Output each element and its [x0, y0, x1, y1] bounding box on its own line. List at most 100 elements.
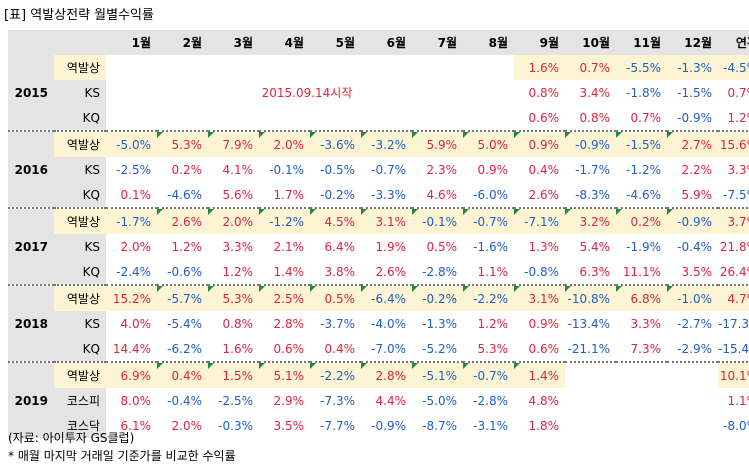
- year-cell: 2018: [8, 284, 54, 362]
- table-row: KQ 0.1% -4.6% 5.6% 1.7% -0.2% -3.3% 4.6% -6.0% 2.…: [8, 182, 749, 208]
- value-cell: 3.1%: [514, 284, 565, 311]
- column-header: 8월: [463, 30, 514, 55]
- value-cell: -1.7%: [575, 162, 610, 177]
- column-header: 연간: [718, 30, 749, 55]
- value-cell: -0.6%: [167, 264, 202, 279]
- value-cell: 0.5%: [426, 239, 458, 254]
- value-cell: 5.3%: [477, 341, 509, 356]
- value-cell: 14.4%: [112, 341, 151, 356]
- value-cell: 5.3%: [157, 130, 208, 157]
- value-cell: 2.5%: [259, 284, 310, 311]
- row-label: KQ: [54, 259, 106, 285]
- row-label: 역발상: [54, 55, 106, 80]
- value-cell: 0.4%: [324, 341, 356, 356]
- value-cell: -2.5%: [116, 162, 151, 177]
- value-cell: -8.7%: [422, 418, 457, 433]
- value-cell: 3.1%: [361, 207, 412, 234]
- value-cell: [259, 55, 310, 80]
- value-cell: 5.9%: [412, 130, 463, 157]
- table-row: KS 2.0% 1.2% 3.3% 2.1% 6.4% 1.9% 0.5% -1.6% 1.3% 5…: [8, 234, 749, 259]
- value-cell: -5.4%: [167, 316, 202, 331]
- value-cell: -3.7%: [320, 316, 355, 331]
- value-cell: [106, 55, 157, 80]
- value-cell: -0.1%: [269, 162, 304, 177]
- value-cell: -17.3%: [718, 316, 749, 331]
- value-cell: -1.5%: [677, 85, 712, 100]
- value-cell: 0.9%: [477, 162, 509, 177]
- value-cell: 5.9%: [681, 187, 713, 202]
- value-cell: -1.3%: [422, 316, 457, 331]
- value-cell: 1.6%: [222, 341, 254, 356]
- value-cell: 1.2%: [222, 264, 254, 279]
- value-cell: 21.8%: [719, 239, 749, 254]
- value-cell: 1.1%: [727, 393, 749, 408]
- value-cell: -0.9%: [667, 207, 718, 234]
- value-cell: 3.3%: [727, 162, 749, 177]
- value-cell: 0.1%: [120, 187, 152, 202]
- value-cell: -3.1%: [473, 418, 508, 433]
- value-cell: 0.9%: [528, 316, 560, 331]
- value-cell: 2.9%: [273, 393, 305, 408]
- corner-cell: [54, 30, 106, 55]
- column-header: 2월: [157, 30, 208, 55]
- value-cell: -1.6%: [473, 239, 508, 254]
- value-cell: [310, 105, 361, 131]
- value-cell: 0.8%: [528, 85, 560, 100]
- year-cell: 2019: [8, 361, 54, 438]
- table-row: KQ 0.6% 0.8% 0.7% -0.9% 1.2%: [8, 105, 749, 131]
- source-note: (자료: 아이투자 GS클럽): [8, 431, 135, 445]
- value-cell: 3.3%: [222, 239, 254, 254]
- year-cell: 2016: [8, 130, 54, 208]
- value-cell: [310, 55, 361, 80]
- column-header: 5월: [310, 30, 361, 55]
- value-cell: 2.2%: [681, 162, 713, 177]
- table-row: KQ 14.4% -6.2% 1.6% 0.6% 0.4% -7.0% -5.2% 5.3% 0.…: [8, 336, 749, 362]
- value-cell: -1.2%: [626, 162, 661, 177]
- value-cell: [565, 413, 616, 438]
- value-cell: 0.2%: [171, 162, 203, 177]
- value-cell: 3.5%: [681, 264, 713, 279]
- value-cell: 0.8%: [222, 316, 254, 331]
- value-cell: -3.6%: [310, 130, 361, 157]
- table-row: 2019 역발상 6.9% 0.4% 1.5% 5.1% -2.2% 2.8% -5.1% -0.…: [8, 361, 749, 438]
- value-cell: 0.2%: [616, 207, 667, 234]
- value-cell: 0.4%: [157, 361, 208, 388]
- value-cell: 2.8%: [361, 361, 412, 388]
- value-cell: 1.7%: [273, 187, 305, 202]
- value-cell: -5.2%: [422, 341, 457, 356]
- value-cell: 1.1%: [477, 264, 509, 279]
- value-cell: -7.1%: [514, 207, 565, 234]
- corner-cell: [8, 30, 54, 55]
- value-cell: -5.1%: [412, 361, 463, 388]
- value-cell: -13.4%: [567, 316, 610, 331]
- value-cell: 2.3%: [426, 162, 458, 177]
- value-cell: 2.7%: [667, 130, 718, 157]
- row-label: KS: [54, 157, 106, 182]
- value-cell: 3.8%: [324, 264, 356, 279]
- value-cell: [106, 105, 157, 131]
- value-cell: -1.3%: [667, 55, 718, 80]
- value-cell: -21.1%: [567, 341, 610, 356]
- value-cell: 6.1%: [120, 418, 152, 433]
- table-row: 코스피 8.0% -0.4% -2.5% 2.9% -7.3% 4.4% -5.0% -2.8%…: [8, 388, 749, 413]
- value-cell: 7.9%: [208, 130, 259, 157]
- value-cell: -1.5%: [616, 130, 667, 157]
- value-cell: -2.8%: [473, 393, 508, 408]
- year-cell: 2017: [8, 207, 54, 285]
- start-date-note: 2015.09.14시작: [261, 86, 353, 100]
- row-label: KS: [54, 311, 106, 336]
- value-cell: 10.1%: [718, 361, 749, 388]
- column-header: 6월: [361, 30, 412, 55]
- column-header: 4월: [259, 30, 310, 55]
- value-cell: -0.9%: [371, 418, 406, 433]
- value-cell: [208, 105, 259, 131]
- table-row: 코스닥 6.1% 2.0% -0.3% 3.5% -7.7% -0.9% -8.7% -3.1%…: [8, 413, 749, 438]
- value-cell: -5.0%: [422, 393, 457, 408]
- value-cell: -0.9%: [565, 130, 616, 157]
- value-cell: 4.1%: [222, 162, 254, 177]
- value-cell: 5.1%: [259, 361, 310, 388]
- value-cell: -7.5%: [723, 187, 749, 202]
- value-cell: -8.3%: [575, 187, 610, 202]
- value-cell: 6.9%: [106, 361, 157, 388]
- value-cell: -2.2%: [463, 284, 514, 311]
